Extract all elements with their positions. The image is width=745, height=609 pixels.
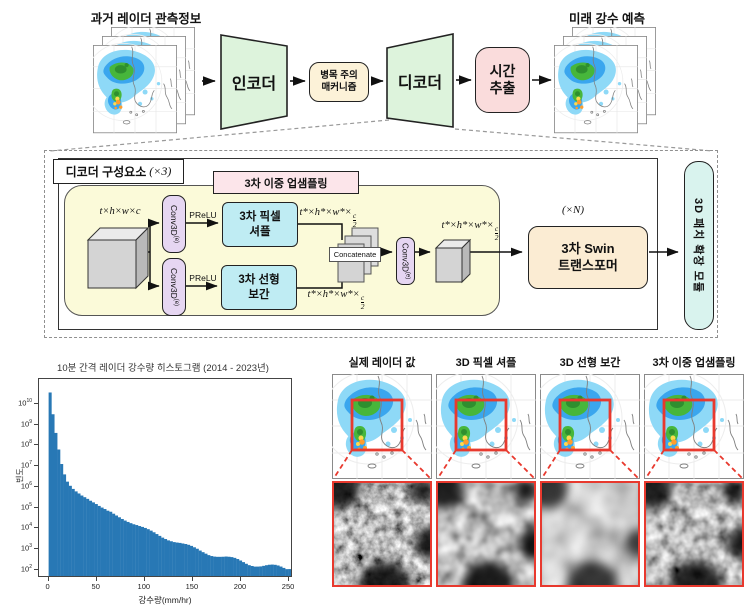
conv3d-sup: (e) [172, 235, 179, 244]
conv3d-label: Conv3D [400, 242, 410, 272]
y-tick-label: 107 [20, 460, 32, 470]
time-extract-line1: 시간 [489, 62, 516, 79]
histogram-figure: 10분 간격 레이더 강수량 히스토그램 (2014 - 2023년) 102 1… [10, 352, 320, 608]
pixel-shuffle-line2: 셔플 [249, 225, 271, 238]
x-tick-label: 0 [45, 582, 50, 591]
radar-map-image [332, 374, 432, 479]
y-tick-label: 108 [20, 439, 32, 449]
pixel-shuffle-block: 3차 픽셀 셔플 [222, 202, 298, 247]
swin-mult-label: (×N) [561, 204, 585, 216]
histogram-x-axis: 0 50 100 150 200 250 [38, 577, 294, 593]
star-dims-top: t*×h*×w*× c 2 [299, 207, 357, 229]
conv3d-sup: (e) [172, 298, 179, 307]
star-dims-output: t*×h*×w*× c 2 [441, 220, 499, 242]
panel-dual-upsampling: 3차 이중 업샘플링 [644, 354, 744, 587]
decoder-components-title-box: 디코더 구성요소 (×3) [53, 159, 184, 184]
bottleneck-line2: 매커니즘 [321, 82, 357, 93]
zoomed-crop-image [436, 481, 536, 587]
encoder-trapezoid [220, 34, 288, 130]
radar-map-image [644, 374, 744, 479]
input-tensor-cube [86, 226, 150, 290]
histogram-plot-area [38, 378, 292, 577]
x-tick-label: 100 [137, 582, 151, 591]
zoom-region-box [662, 398, 716, 452]
conv3d-merge-block: Conv3D(e) [396, 237, 415, 285]
panel-pixel-shuffle: 3D 픽셀 셔플 [436, 354, 536, 587]
panel-title: 3차 이중 업샘플링 [652, 357, 736, 369]
upsampling-header: 3차 이중 업샘플링 [213, 171, 359, 194]
time-extract-block: 시간 추출 [475, 47, 530, 113]
zoomed-crop-image [644, 481, 744, 587]
y-tick-label: 106 [20, 480, 32, 491]
past-radar-title: 과거 레이더 관측정보 [90, 12, 202, 26]
future-precip-title: 미래 강수 예측 [569, 12, 645, 26]
y-tick-label: 109 [20, 418, 32, 429]
concatenate-label: Concatenate [329, 247, 381, 262]
histogram-y-axis: 102 103 104 105 106 107 108 109 1010 [10, 378, 38, 577]
conv3d-bottom-block: Conv3D(e) [162, 258, 186, 316]
y-tick-label: 103 [20, 543, 32, 553]
zoom-region-box [350, 398, 404, 452]
bottleneck-line1: 병목 주의 [320, 70, 358, 82]
panel-actual: 실제 레이더 값 [332, 354, 432, 587]
pixel-shuffle-line1: 3차 픽셀 [239, 211, 281, 224]
future-radar-image-stack [554, 27, 657, 134]
x-tick-label: 50 [91, 582, 100, 591]
patch-expand-block: 3D 패치 확장 모듈 [684, 161, 714, 330]
conv3d-label: Conv3D [169, 204, 179, 236]
histogram-title: 10분 간격 레이더 강수량 히스토그램 (2014 - 2023년) [57, 363, 269, 374]
zoomed-crop-image [332, 481, 432, 587]
panel-title: 3D 픽셀 셔플 [455, 357, 517, 369]
panel-title: 3D 선형 보간 [559, 357, 621, 369]
conv3d-sup: (e) [404, 271, 411, 280]
x-tick-label: 150 [185, 582, 199, 591]
time-extract-line2: 추출 [489, 80, 516, 96]
y-tick-label: 1010 [18, 397, 32, 408]
swin-line1: 3차 Swin [561, 240, 615, 256]
linear-interp-block: 3차 선형 보간 [221, 265, 297, 310]
output-tensor-cube [434, 238, 472, 284]
conv3d-label: Conv3D [169, 267, 179, 299]
y-tick-label: 104 [20, 522, 32, 532]
prelu-top-label: PReLU [189, 210, 217, 220]
bottleneck-attention-block: 병목 주의 매커니즘 [309, 62, 369, 102]
x-tick-label: 200 [233, 582, 247, 591]
histogram-xlabel: 강수량(mm/hr) [138, 595, 192, 605]
encoder-label: 인코더 [231, 76, 277, 93]
encoder-block: 인코더 [220, 34, 288, 130]
radar-map-image [436, 374, 536, 479]
conv3d-top-block: Conv3D(e) [162, 195, 186, 253]
zoom-region-box [558, 398, 612, 452]
radar-map-image [540, 374, 640, 479]
histogram-ylabel: 빈도 [15, 468, 25, 483]
decoder-label: 디코더 [397, 74, 443, 92]
swin-transformer-block: 3차 Swin 트랜스포머 [528, 226, 648, 289]
zoom-region-box [454, 398, 508, 452]
panel-linear-interp: 3D 선형 보간 [540, 354, 640, 587]
prelu-bottom-label: PReLU [189, 273, 217, 283]
decoder-components-title: 디코더 구성요소 [65, 165, 147, 179]
x-tick-label: 250 [281, 582, 295, 591]
decoder-block: 디코더 [386, 33, 454, 128]
star-dims-bottom: t*×h*×w*× c 2 [307, 289, 365, 311]
zoomed-crop-image [540, 481, 640, 587]
histogram-bars [48, 392, 291, 576]
y-tick-label: 105 [20, 501, 32, 512]
linear-interp-line1: 3차 선형 [238, 274, 280, 287]
linear-interp-line2: 보간 [248, 288, 270, 301]
y-tick-label: 102 [20, 563, 32, 574]
past-radar-image-stack [93, 27, 196, 134]
decoder-components-mult: (×3) [149, 164, 172, 178]
decoder-trapezoid [386, 33, 454, 128]
swin-line2: 트랜스포머 [558, 257, 618, 273]
panel-title: 실제 레이더 값 [348, 357, 416, 369]
input-dims-label: t×h×w×c [99, 206, 141, 217]
